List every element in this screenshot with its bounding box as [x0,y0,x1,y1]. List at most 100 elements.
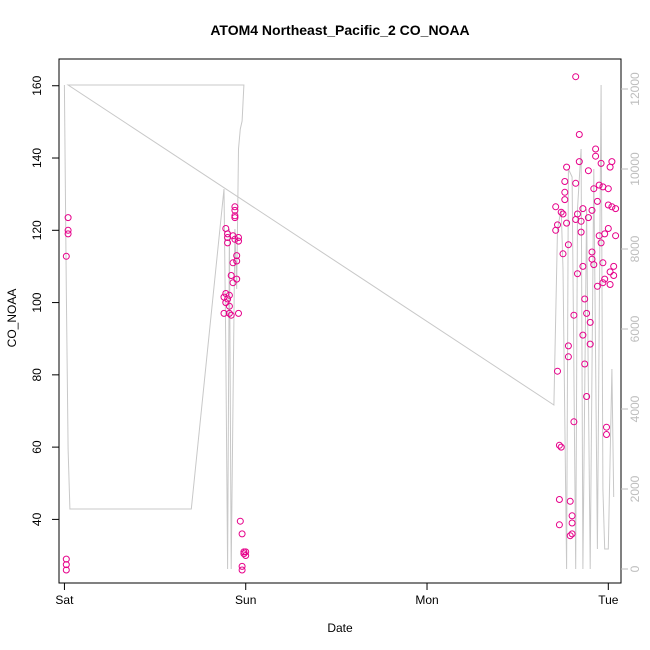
data-point [564,241,572,249]
data-point [227,311,235,319]
data-point [552,203,560,211]
data-point [235,309,242,317]
data-point [235,237,242,245]
data-point [225,291,233,299]
y-tick-label: 160 [30,75,44,95]
data-point [64,230,72,238]
data-point [229,279,237,287]
data-point [238,530,246,538]
data-point [584,167,592,175]
data-point [601,230,609,238]
data-point [64,214,72,222]
data-point [570,311,578,319]
data-point [597,239,605,247]
x-axis-label: Date [327,621,353,635]
data-point [588,248,596,256]
data-point [593,282,601,290]
data-point [242,548,250,556]
y-axis-label: CO_NOAA [5,289,19,348]
plot-frame [58,58,622,584]
data-point [572,73,580,81]
data-point [557,443,565,451]
data-point [575,158,583,166]
data-point [554,221,561,229]
data-point [564,342,572,350]
data-point [606,281,614,288]
data-point [555,441,563,449]
data-point [595,181,603,189]
data-point [224,239,232,247]
data-point [575,131,583,138]
data-point [612,205,620,213]
data-point [608,158,616,166]
y2-tick-label: 8000 [628,235,642,262]
data-point [224,295,232,303]
data-point [559,210,567,218]
data-point [225,309,233,317]
data-point [604,225,612,232]
data-point [572,179,580,187]
data-point [231,203,239,211]
data-point [579,205,587,213]
data-point [220,309,228,317]
data-point [577,228,585,236]
data-point [583,309,591,317]
data-point [590,185,598,193]
co-noaa-points [62,73,620,574]
data-point [557,208,565,216]
y2-tick-label: 12000 [628,72,642,106]
data-point [593,197,601,205]
data-point [554,367,561,375]
y-tick-label: 120 [30,220,44,240]
y2-tick-label: 2000 [628,475,642,502]
data-point [561,188,569,196]
x-axis: Sat Sun Mon Tue [55,583,619,607]
data-point [612,232,620,240]
data-point [240,550,248,558]
altitude-line [63,84,615,570]
y2-tick-label: 6000 [628,315,642,342]
data-point [561,178,569,185]
data-point [604,201,612,209]
data-point [222,299,230,307]
data-point [62,252,70,260]
data-point [236,517,244,525]
data-point [574,270,581,278]
altitude-series [63,84,615,570]
data-point [599,279,607,287]
x-tick-label: Mon [415,593,438,607]
data-point [566,532,574,540]
data-point [583,393,591,400]
data-point [233,257,241,265]
data-point [231,206,239,214]
data-point [597,159,605,167]
data-point [581,360,589,368]
data-point [599,259,607,267]
y-tick-label: 100 [30,292,44,312]
y-tick-label: 40 [30,512,44,526]
data-point [561,196,569,204]
data-point [604,185,612,193]
data-point [592,152,600,160]
x-tick-label: Sun [235,593,256,607]
data-point [566,497,574,505]
y-tick-label: 140 [30,148,44,168]
data-point [574,210,581,218]
data-point [564,353,572,361]
data-point [64,226,72,234]
data-point [227,272,235,279]
y-tick-label: 60 [30,440,44,454]
data-point [568,512,576,520]
data-point [610,262,618,270]
data-point [233,275,241,283]
data-point [62,566,70,574]
data-point [606,268,614,276]
data-point [586,318,594,326]
data-point [559,250,567,258]
data-point [584,214,592,222]
data-point [242,552,250,559]
data-point [555,496,563,503]
data-point [563,163,571,171]
data-point [581,295,589,303]
